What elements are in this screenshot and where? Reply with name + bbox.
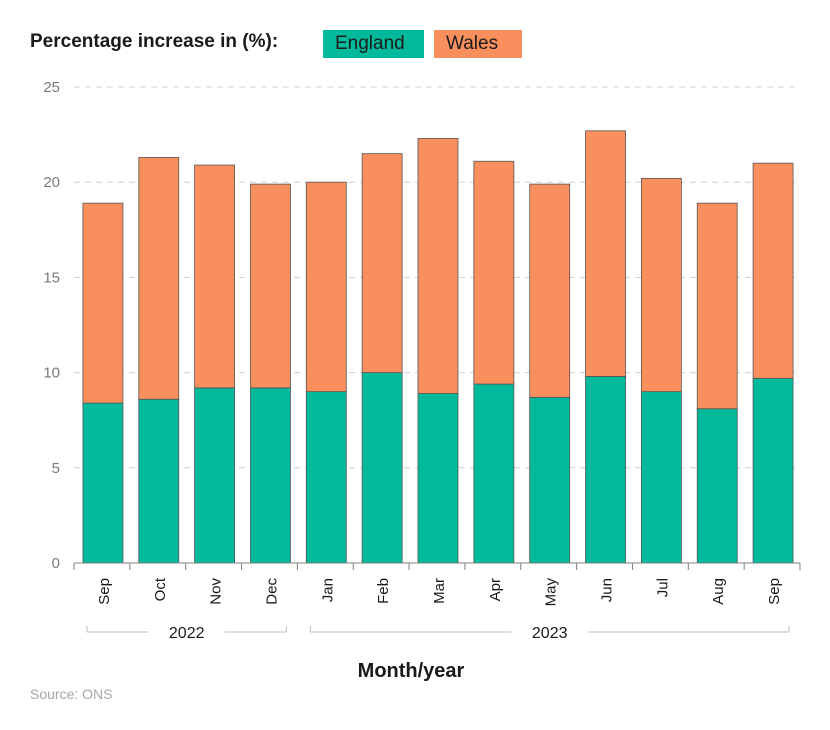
bar-england-10 [640, 391, 682, 564]
x-tick-label: Oct [152, 577, 169, 601]
bar-england-4 [305, 391, 347, 564]
x-tick-label: Jun [599, 578, 616, 602]
y-tick-label: 10 [43, 365, 60, 382]
y-tick-label: 0 [52, 555, 60, 572]
bar-wales-8 [529, 183, 571, 398]
y-tick-label: 15 [43, 269, 60, 286]
bar-wales-7 [473, 160, 515, 385]
bar-wales-10 [640, 177, 682, 393]
x-tick-label: Mar [431, 578, 448, 604]
x-tick-label: Feb [375, 578, 392, 604]
x-axis-title: Month/year [358, 660, 465, 682]
bar-england-8 [529, 396, 571, 564]
bar-wales-2 [194, 164, 236, 389]
bar-england-11 [696, 408, 738, 564]
x-tick-label: Nov [208, 578, 225, 605]
bar-wales-12 [752, 162, 794, 379]
x-tick-label: Apr [487, 578, 504, 601]
bar-wales-9 [585, 130, 626, 377]
y-tick-label: 20 [43, 174, 60, 191]
legend-item-england: England [323, 30, 424, 58]
bar-wales-1 [138, 157, 180, 400]
x-tick-label: Jul [654, 578, 671, 597]
bar-wales-6 [417, 138, 459, 394]
source-note: Source: ONS [30, 686, 113, 702]
bar-england-7 [473, 383, 515, 564]
bar-wales-3 [250, 183, 291, 389]
x-tick-label: Jan [319, 578, 336, 602]
legend-title: Percentage increase in (%): [30, 31, 279, 52]
year-label: 2022 [169, 625, 205, 642]
year-label: 2023 [532, 625, 568, 642]
y-tick-label: 5 [52, 460, 60, 477]
bar-england-6 [417, 393, 459, 564]
y-tick-label: 25 [43, 79, 60, 96]
bar-england-5 [361, 372, 403, 564]
bar-england-3 [250, 387, 291, 564]
bar-england-2 [194, 387, 236, 564]
bar-england-12 [752, 377, 794, 564]
x-tick-label: Aug [710, 578, 727, 605]
x-tick-label: Sep [766, 578, 783, 605]
x-tick-label: May [543, 578, 560, 607]
x-tick-label: Dec [263, 578, 280, 605]
bar-wales-5 [361, 153, 403, 374]
bar-england-1 [138, 398, 180, 564]
bar-wales-11 [696, 202, 738, 410]
bar-england-0 [82, 402, 124, 564]
bar-wales-4 [305, 181, 347, 393]
x-tick-label: Sep [96, 578, 113, 605]
bar-wales-0 [82, 202, 124, 404]
bar-england-9 [585, 376, 626, 564]
legend-item-wales: Wales [434, 30, 522, 58]
